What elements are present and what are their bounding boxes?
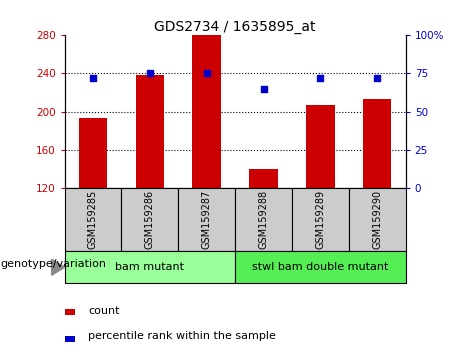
Text: GSM159286: GSM159286 (145, 190, 155, 249)
Text: stwl bam double mutant: stwl bam double mutant (252, 262, 389, 272)
Point (203, 70, 210, 76)
Bar (193, 35, 221, 188)
Point (317, 75, 324, 81)
Point (146, 70, 154, 76)
Point (260, 86, 267, 92)
Bar (249, 169, 278, 188)
Text: GSM159289: GSM159289 (315, 190, 325, 249)
Text: percentile rank within the sample: percentile rank within the sample (89, 331, 276, 341)
Bar (65, 188, 121, 251)
Text: count: count (89, 306, 120, 316)
Bar (363, 99, 391, 188)
Bar (235, 251, 406, 283)
Bar (65, 251, 235, 283)
Text: GSM159285: GSM159285 (88, 190, 98, 249)
Title: GDS2734 / 1635895_at: GDS2734 / 1635895_at (154, 21, 316, 34)
Text: GSM159290: GSM159290 (372, 190, 382, 249)
Bar (136, 75, 164, 188)
Bar (121, 188, 178, 251)
Bar (235, 188, 292, 251)
Point (89, 75, 97, 81)
Text: bam mutant: bam mutant (115, 262, 184, 272)
Bar (65, 336, 75, 342)
Bar (349, 188, 406, 251)
Bar (65, 309, 75, 315)
Bar (178, 188, 235, 251)
Bar (306, 105, 335, 188)
Text: GSM159288: GSM159288 (259, 190, 269, 249)
Bar (79, 118, 107, 188)
Text: GSM159287: GSM159287 (201, 190, 212, 249)
Polygon shape (52, 259, 65, 275)
Text: genotype/variation: genotype/variation (0, 259, 106, 269)
Point (373, 75, 381, 81)
Bar (292, 188, 349, 251)
